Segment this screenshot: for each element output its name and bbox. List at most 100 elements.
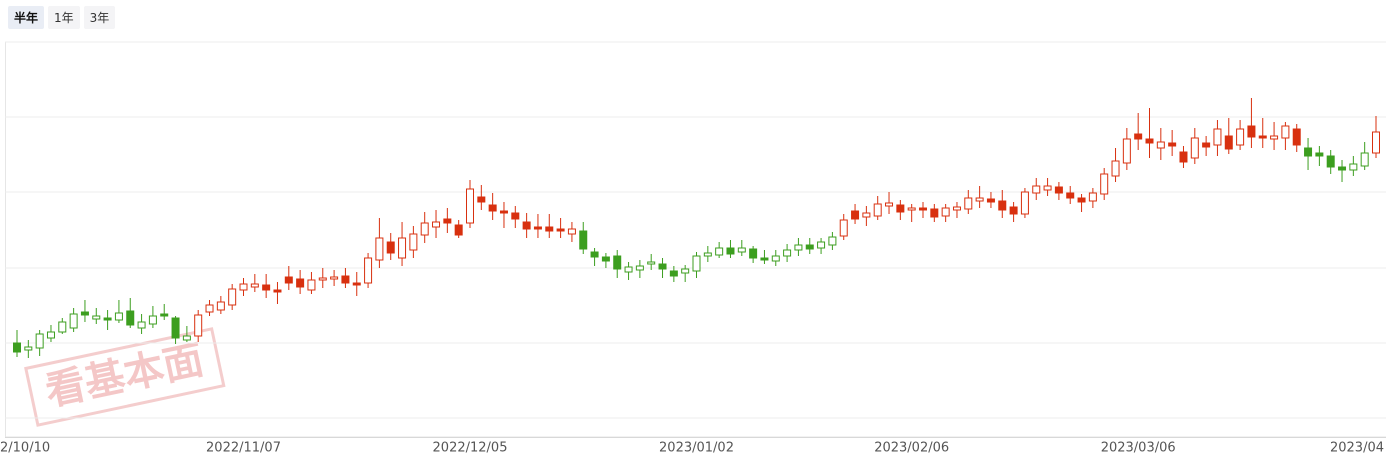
candle-body [1315,152,1324,157]
candle-body [907,207,916,211]
candle-body [477,196,486,203]
candle-body [1326,155,1335,168]
candle-body [1338,166,1347,171]
x-tick-label: 2022/11/07 [206,441,281,456]
candle-body [930,208,939,218]
candle-body [545,226,554,232]
candle-body [126,310,135,326]
candle-body [817,241,826,249]
candle-body [1100,173,1109,195]
candle-body [1281,125,1290,139]
candle-body [1032,185,1041,194]
candle-body [669,270,678,277]
candle-body [364,257,373,284]
candle-body [851,210,860,220]
candle-body [454,224,463,236]
candle-body [58,321,67,333]
candle-body [160,313,169,317]
candle-body [307,279,316,291]
candle-body [1156,141,1165,149]
candle-body [398,237,407,259]
tab[interactable]: 1年 [48,6,80,29]
candle-body [567,228,576,235]
candle-body [1111,160,1120,177]
candle-body [749,248,758,259]
candle-body [330,276,339,280]
candle-body [137,321,146,329]
candle-body [228,288,237,306]
candle-body [783,249,792,257]
candle-body [1349,163,1358,171]
candle-body [862,212,871,218]
candle-body [103,317,112,321]
x-tick-label: 2023/02/06 [874,441,949,456]
candle-body [171,317,180,339]
candle-body [194,314,203,337]
candle-body [352,282,361,286]
candle-body [1077,197,1086,203]
candle-body [885,202,894,207]
candle-body [432,221,441,228]
candle-body [1145,138,1154,144]
candle-body [681,268,690,274]
candle-body [216,301,225,311]
candle-body [873,203,882,217]
candle-body [148,315,157,325]
candle-body [737,247,746,253]
candle-body [1258,135,1267,139]
candle-body [499,210,508,214]
candle-body [386,241,395,254]
watermark-frame [24,327,226,427]
candle-body [46,331,55,339]
candle-body [1213,128,1222,146]
x-tick-label: 2022/12/05 [433,441,508,456]
candle-body [964,197,973,210]
candle-body [205,304,214,313]
candle-body [760,257,769,261]
candle-body [443,218,452,224]
candle-body [1043,185,1052,191]
tab[interactable]: 3年 [83,6,116,29]
candle-body [182,335,191,341]
x-tick-label: 2/10/10 [0,441,50,456]
candle-body [1066,192,1075,199]
candle-body [1224,135,1233,150]
candle-body [998,200,1007,211]
range-tabs: 半年 1年 3年 [8,6,116,29]
candle-body [919,207,927,211]
candle-body [1270,135,1279,140]
plot-frame [5,41,1386,438]
candle-body [579,230,588,250]
candle-body [13,342,21,353]
candle-body [941,207,950,217]
candle-body [613,255,622,270]
candle-body [511,212,520,220]
candle-body [635,265,644,271]
candle-body [692,255,701,272]
candle-body [952,206,961,211]
x-tick-label: 2023/03/06 [1101,441,1176,456]
candle-body [114,312,123,321]
candle-body [409,233,418,251]
candle-body [262,284,271,291]
candle-body [273,289,282,293]
candle-body [466,188,474,224]
candle-body [1247,125,1256,138]
candle-body [375,237,384,261]
candle-body [703,252,712,257]
candle-body [1202,142,1211,148]
candle-body [1168,142,1177,147]
candle-body [35,333,44,349]
candle-body [590,251,599,258]
candle-body [986,198,995,203]
candle-body [1179,151,1188,163]
candle-body [239,283,248,291]
candle-body [805,244,814,250]
candle-body [1304,147,1313,157]
candle-body [341,275,350,284]
candle-body [1088,192,1097,202]
x-tick-label: 2023/01/02 [659,441,734,456]
tab[interactable]: 半年 [8,6,45,29]
candle-body [69,313,78,329]
